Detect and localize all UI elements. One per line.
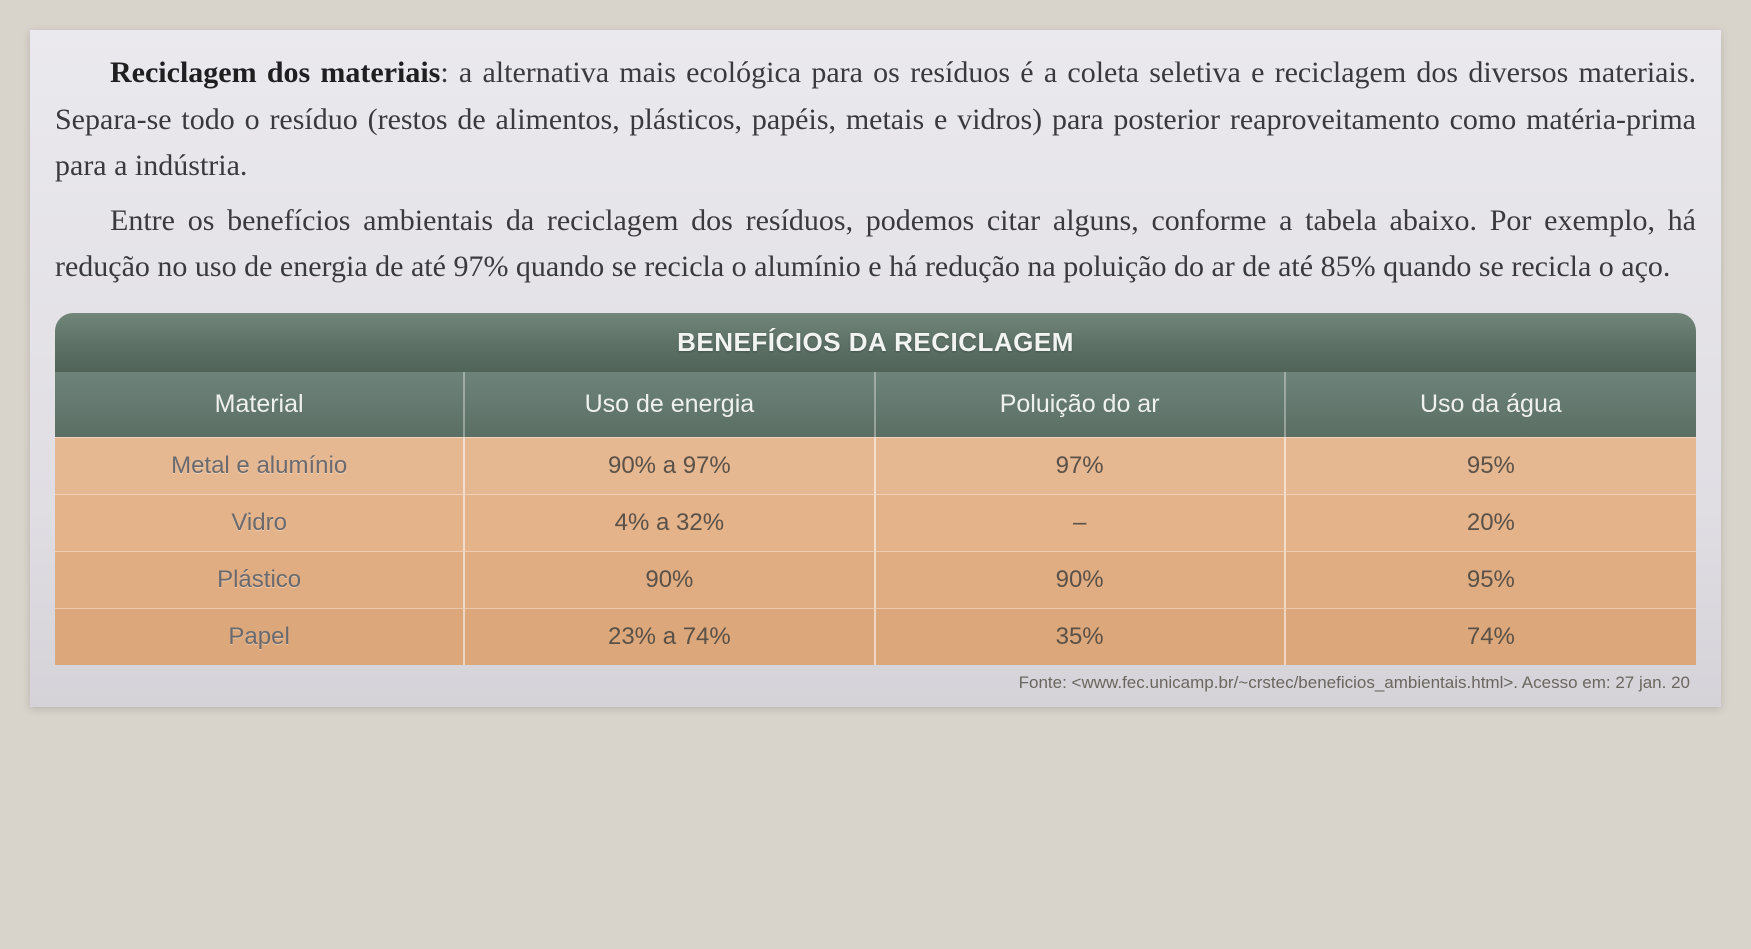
cell-poluicao: – xyxy=(876,494,1286,551)
lead-bold: Reciclagem dos materiais xyxy=(110,56,440,89)
cell-material: Papel xyxy=(55,608,465,665)
col-energia: Uso de energia xyxy=(465,372,875,437)
cell-material: Metal e alumínio xyxy=(55,437,465,494)
table-row: Papel 23% a 74% 35% 74% xyxy=(55,608,1696,665)
col-agua: Uso da água xyxy=(1286,372,1696,437)
table-row: Vidro 4% a 32% – 20% xyxy=(55,494,1696,551)
cell-energia: 4% a 32% xyxy=(465,494,875,551)
cell-poluicao: 90% xyxy=(876,551,1286,608)
table-row: Metal e alumínio 90% a 97% 97% 95% xyxy=(55,437,1696,494)
cell-agua: 95% xyxy=(1286,437,1696,494)
col-material: Material xyxy=(55,372,465,437)
table-row: Plástico 90% 90% 95% xyxy=(55,551,1696,608)
cell-material: Vidro xyxy=(55,494,465,551)
paragraph-2: Entre os benefícios ambientais da recicl… xyxy=(55,198,1696,291)
document-page: Reciclagem dos materiais: a alternativa … xyxy=(30,30,1721,707)
source-citation: Fonte: <www.fec.unicamp.br/~crstec/benef… xyxy=(55,665,1696,697)
cell-agua: 20% xyxy=(1286,494,1696,551)
cell-energia: 90% a 97% xyxy=(465,437,875,494)
cell-poluicao: 35% xyxy=(876,608,1286,665)
cell-energia: 23% a 74% xyxy=(465,608,875,665)
table-title: BENEFÍCIOS DA RECICLAGEM xyxy=(55,313,1696,372)
cell-agua: 95% xyxy=(1286,551,1696,608)
benefits-table: Material Uso de energia Poluição do ar U… xyxy=(55,372,1696,665)
table-container: BENEFÍCIOS DA RECICLAGEM Material Uso de… xyxy=(55,313,1696,697)
para2-text: Entre os benefícios ambientais da recicl… xyxy=(55,204,1696,284)
cell-energia: 90% xyxy=(465,551,875,608)
cell-agua: 74% xyxy=(1286,608,1696,665)
cell-material: Plástico xyxy=(55,551,465,608)
paragraph-1: Reciclagem dos materiais: a alternativa … xyxy=(55,50,1696,190)
table-header-row: Material Uso de energia Poluição do ar U… xyxy=(55,372,1696,437)
cell-poluicao: 97% xyxy=(876,437,1286,494)
col-poluicao: Poluição do ar xyxy=(876,372,1286,437)
